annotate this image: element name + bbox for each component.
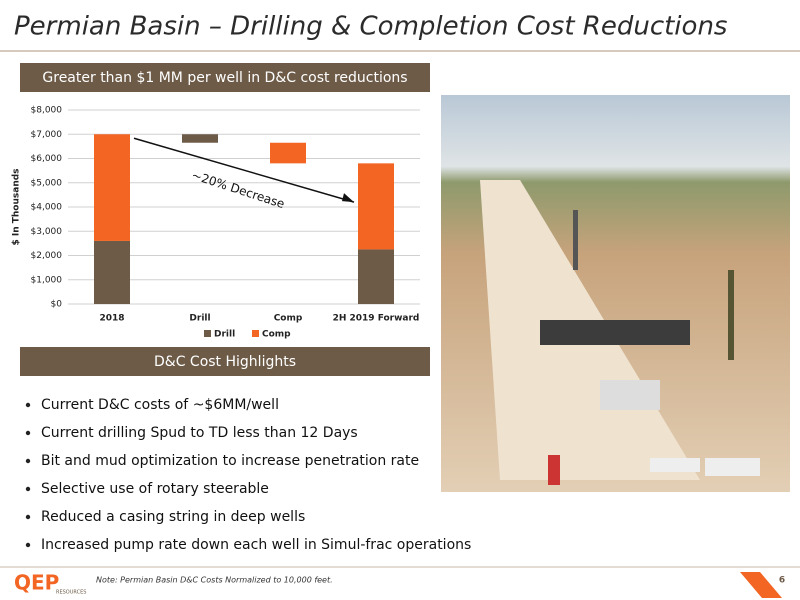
bar <box>358 249 394 304</box>
chart: $0 $1,000 $2,000 $3,000 $4,000 $5,000 $6,000 $7… <box>12 106 420 340</box>
logo-sub: RESOURCES <box>56 590 86 596</box>
annotation-arrow <box>133 137 355 203</box>
bar <box>358 163 394 250</box>
bullet-list: Current D&C costs of ~$6MM/well Current d… <box>25 397 471 553</box>
x-tick-label: Drill <box>189 314 210 324</box>
legend-label: Drill <box>214 330 235 340</box>
y-tick-label: $7,000 <box>31 130 63 140</box>
bullet-dot <box>25 430 31 436</box>
bar <box>94 134 130 241</box>
bullet-text: Current D&C costs of ~$6MM/well <box>41 397 279 413</box>
legend-label: Comp <box>262 330 291 340</box>
bar <box>270 142 306 164</box>
y-axis-label: $ In Thousands <box>12 168 22 245</box>
chevron <box>740 572 782 598</box>
slide-title: Permian Basin – Drilling & Completion Co… <box>14 12 727 42</box>
annotation: ~20% Decrease <box>190 168 286 211</box>
banner-text: Greater than $1 MM per well in D&C cost … <box>42 70 407 86</box>
legend-swatch <box>204 330 211 337</box>
bullet-text: Current drilling Spud to TD less than 12… <box>41 425 358 441</box>
banner <box>20 347 430 376</box>
y-tick-label: $0 <box>51 300 63 310</box>
logo: QEP <box>14 571 59 595</box>
bullet-dot <box>25 458 31 464</box>
x-tick-label: 2H 2019 Forward <box>333 314 420 324</box>
arrow-head <box>342 193 354 203</box>
y-tick-label: $5,000 <box>31 178 63 188</box>
bullet-dot <box>25 514 31 520</box>
bullet-dot <box>25 486 31 492</box>
bullet-text: Bit and mud optimization to increase pen… <box>41 453 419 469</box>
bullet-dot <box>25 402 31 408</box>
y-tick-label: $8,000 <box>31 106 63 116</box>
y-tick-label: $6,000 <box>31 154 63 164</box>
bullet-text: Reduced a casing string in deep wells <box>41 509 305 525</box>
y-tick-label: $2,000 <box>31 251 63 261</box>
bullet-text: Selective use of rotary steerable <box>41 481 269 497</box>
bullet-dot <box>25 542 31 548</box>
banner <box>20 63 430 92</box>
legend-swatch <box>252 330 259 337</box>
y-tick-label: $4,000 <box>31 203 63 213</box>
x-tick-label: 2018 <box>99 314 124 324</box>
bar <box>94 240 130 304</box>
bullet-text: Increased pump rate down each well in Si… <box>41 537 471 553</box>
photo <box>441 95 790 492</box>
banner-text: D&C Cost Highlights <box>154 354 296 370</box>
x-tick-label: Comp <box>274 314 303 324</box>
footnote: Note: Permian Basin D&C Costs Normalized… <box>96 576 333 585</box>
bar <box>182 134 218 143</box>
y-tick-label: $1,000 <box>31 275 63 285</box>
y-tick-label: $3,000 <box>31 227 63 237</box>
page-number: 6 <box>779 576 785 586</box>
